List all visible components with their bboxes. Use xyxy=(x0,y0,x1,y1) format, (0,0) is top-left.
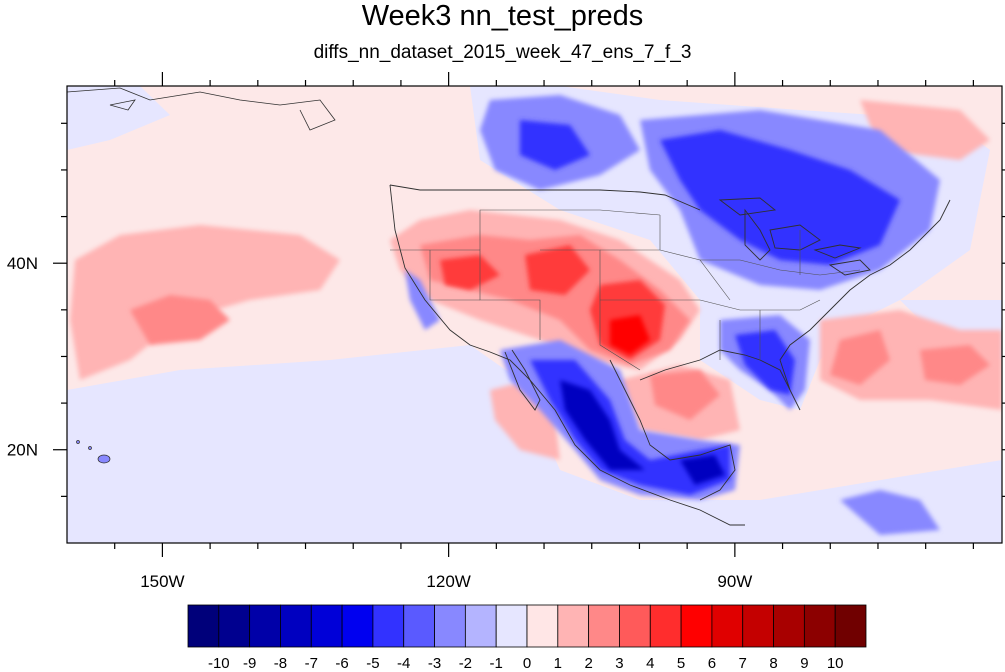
colorbar-swatch xyxy=(649,604,682,648)
colorbar: -10 -9 -8 -7 -6 -5 -4 -3 -2 -1 0 1 2 3 4 5 6 7 8 9 10 xyxy=(187,604,867,672)
axis-ticks xyxy=(53,72,1005,557)
plot-area xyxy=(67,86,1002,543)
colorbar-label: 8 xyxy=(769,655,777,672)
y-tick-label: 40N xyxy=(7,254,38,273)
colorbar-label: -8 xyxy=(274,655,287,672)
colorbar-swatch xyxy=(803,604,836,648)
colorbar-swatch xyxy=(557,604,590,648)
colorbar-swatch xyxy=(310,604,343,648)
colorbar-swatch xyxy=(249,604,281,648)
y-tick-label: 20N xyxy=(7,441,38,460)
state-borders xyxy=(390,209,861,371)
axis-tick-labels: 150W 120W 90W 40N 20N xyxy=(7,254,753,591)
colorbar-swatch xyxy=(680,604,713,648)
colorbar-label: -2 xyxy=(459,655,472,672)
colorbar-label: 4 xyxy=(646,655,654,672)
colorbar-label: -6 xyxy=(335,655,348,672)
x-tick-label: 120W xyxy=(426,572,470,591)
colorbar-label: 1 xyxy=(554,655,562,672)
colorbar-swatch xyxy=(742,604,774,648)
colorbar-swatch xyxy=(834,604,867,648)
colorbar-label: 7 xyxy=(739,655,747,672)
x-tick-label: 90W xyxy=(717,572,752,591)
colorbar-swatch xyxy=(526,604,559,648)
colorbar-swatch xyxy=(495,604,528,648)
colorbar-swatch xyxy=(280,604,312,648)
colorbar-swatch xyxy=(434,604,466,648)
colorbar-label: -1 xyxy=(490,655,503,672)
darkest-blue-field xyxy=(560,380,725,485)
colorbar-swatch xyxy=(588,604,620,648)
colorbar-swatch xyxy=(341,604,374,648)
colorbar-swatch xyxy=(773,604,805,648)
colorbar-label: 5 xyxy=(677,655,685,672)
map-title: Week3 nn_test_preds xyxy=(361,0,644,32)
colorbar-label: 9 xyxy=(800,655,808,672)
colorbar-label: -4 xyxy=(397,655,410,672)
alaska-coast xyxy=(67,87,336,131)
coastlines xyxy=(389,184,951,526)
colorbar-label: -5 xyxy=(366,655,379,672)
colorbar-label: 3 xyxy=(615,655,623,672)
colorbar-label: -7 xyxy=(305,655,318,672)
colorbar-swatch xyxy=(464,604,497,648)
colorbar-swatch xyxy=(187,604,220,648)
colorbar-swatch xyxy=(218,604,251,648)
colorbar-label: 0 xyxy=(523,655,531,672)
colorbar-swatch xyxy=(711,604,744,648)
colorbar-swatch xyxy=(372,604,405,648)
colorbar-swatch xyxy=(403,604,435,648)
x-tick-label: 150W xyxy=(140,572,184,591)
colorbar-swatch xyxy=(619,604,651,648)
colorbar-label: -3 xyxy=(428,655,441,672)
colorbar-label: -10 xyxy=(208,655,230,672)
colorbar-label: 10 xyxy=(827,655,844,672)
plot-frame xyxy=(66,85,1003,544)
colorbar-label: 2 xyxy=(584,655,592,672)
colorbar-label: -9 xyxy=(243,655,256,672)
hawaii-islands xyxy=(76,440,111,464)
map-subtitle: diffs_nn_dataset_2015_week_47_ens_7_f_3 xyxy=(313,42,692,63)
colorbar-label: 6 xyxy=(708,655,716,672)
